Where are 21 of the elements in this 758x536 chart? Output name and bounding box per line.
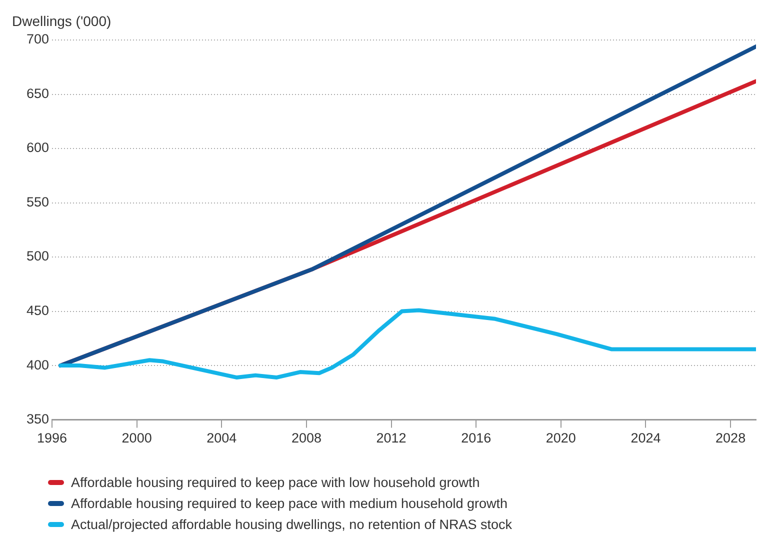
y-tick-label: 650 (26, 86, 49, 101)
legend-label: Affordable housing required to keep pace with low household growth (71, 474, 480, 492)
y-tick-label: 600 (26, 140, 49, 156)
legend-label: Actual/projected affordable housing dwellings, no retention of NRAS stock (71, 516, 512, 534)
x-tick-label: 2000 (122, 430, 152, 446)
x-tick-label: 2024 (630, 430, 662, 446)
legend-label: Affordable housing required to keep pace with medium household growth (71, 495, 508, 513)
x-tick-label: 1996 (36, 430, 68, 446)
x-tick-label: 2028 (716, 430, 746, 446)
y-tick-label: 700 (26, 32, 49, 47)
y-tick-label: 550 (26, 194, 49, 210)
y-tick-label: 350 (26, 412, 49, 427)
y-tick-label: 450 (26, 303, 49, 318)
x-tick-label: 2012 (376, 430, 406, 446)
y-tick-label: 500 (26, 248, 49, 264)
x-tick-label: 2004 (206, 430, 238, 446)
x-tick-label: 2008 (291, 430, 322, 446)
x-tick-label: 2020 (546, 430, 576, 446)
x-tick-label: 2016 (461, 430, 492, 446)
y-axis-title: Dwellings ('000) (12, 13, 112, 29)
y-tick-label: 400 (26, 357, 49, 372)
